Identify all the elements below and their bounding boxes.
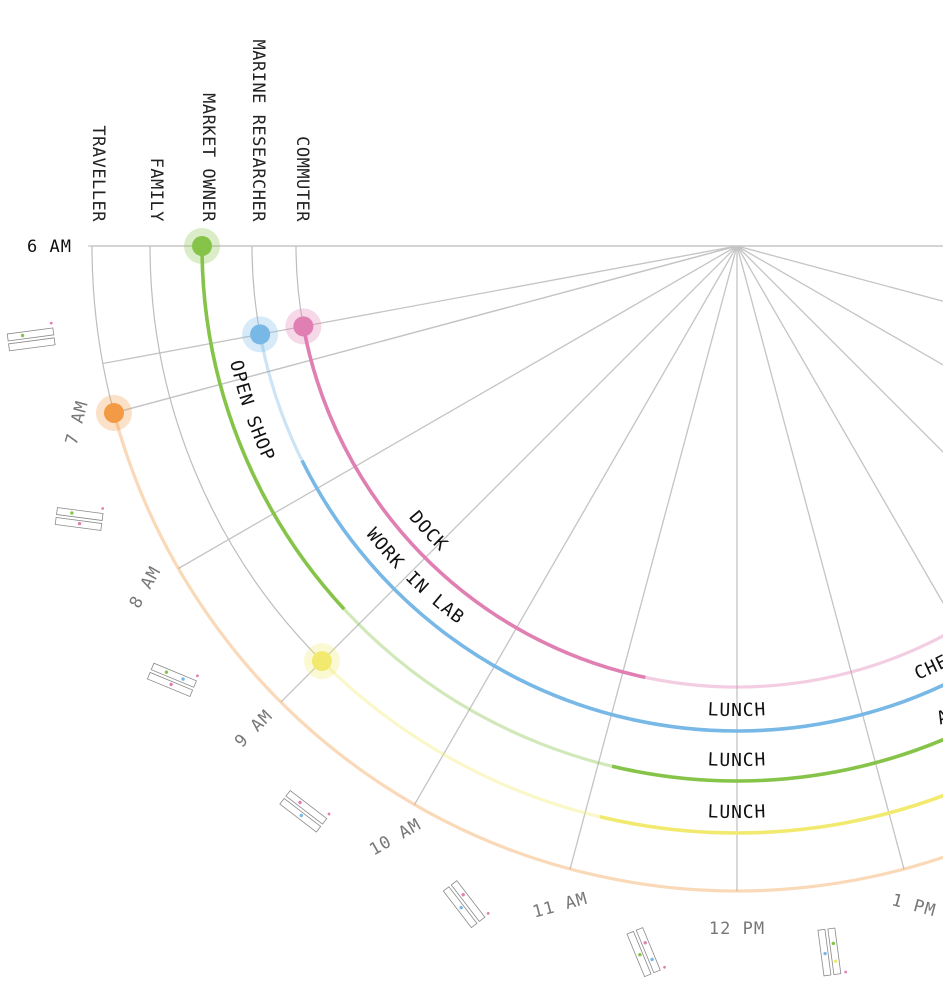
glyph-dot — [77, 521, 82, 526]
glyph — [817, 927, 848, 977]
half-hour-glyphs — [6, 321, 848, 978]
start-marker-market_owner[interactable] — [192, 236, 212, 256]
role-label: COMMUTER — [292, 136, 312, 222]
glyph-dot — [181, 677, 185, 681]
glyph — [146, 662, 199, 698]
glyph — [442, 880, 490, 929]
activity-label: LUNCH — [707, 749, 767, 771]
hour-label: 9 AM — [231, 706, 277, 752]
activity-label: LUNCH — [707, 801, 767, 823]
start-marker-family[interactable] — [311, 651, 332, 672]
role-start-markers — [95, 228, 340, 680]
glyph — [54, 507, 105, 531]
glyph-dot — [169, 682, 173, 687]
glyph — [626, 927, 666, 978]
role-label: TRAVELLER — [88, 125, 108, 222]
activity-label: WORK IN LAB — [362, 524, 469, 629]
role-start-spoke — [102, 245, 738, 365]
hour-spoke — [280, 245, 738, 703]
hour-spoke — [736, 245, 943, 605]
hour-spoke — [569, 245, 738, 870]
role-label: MARINE RESEARCHER — [248, 40, 268, 223]
hour-spoke — [736, 245, 943, 453]
glyph-dot — [298, 800, 302, 805]
hour-spoke — [736, 245, 943, 302]
activity-arc — [301, 326, 646, 680]
glyph-dot — [831, 941, 836, 946]
role-start-spoke — [113, 245, 738, 414]
glyph-dot — [663, 965, 666, 969]
glyph-dot — [101, 507, 105, 510]
hour-spokes — [88, 245, 943, 891]
hour-labels: 6 AM 7 AM 8 AM 9 AM 10 AM 11 AM 12 PM 1 PM — [27, 237, 938, 939]
activity-arc — [599, 815, 875, 835]
glyph — [279, 789, 331, 833]
glyph-dot — [844, 970, 848, 974]
activity-arc — [200, 245, 346, 611]
guide-arc-traveller — [91, 245, 115, 414]
hour-spoke — [178, 245, 738, 570]
glyph-dot — [461, 893, 465, 897]
hour-label: 11 AM — [530, 889, 589, 923]
faint-timeline-arcs — [112, 245, 943, 893]
glyph-dot — [486, 911, 490, 915]
role-label: FAMILY — [146, 158, 166, 222]
glyph-dot — [70, 511, 74, 515]
glyph-dot — [196, 674, 199, 678]
guide-arc-family — [149, 245, 323, 662]
activity-arc — [300, 459, 631, 721]
glyph — [6, 321, 56, 352]
start-marker-marine_researcher[interactable] — [250, 324, 271, 345]
activity-arc — [611, 764, 863, 783]
role-label: MARKET OWNER — [198, 93, 218, 222]
activity-arc — [629, 715, 851, 733]
hour-label: 6 AM — [27, 237, 72, 257]
glyph-dot — [833, 959, 838, 963]
hour-label: 12 PM — [709, 919, 765, 939]
activity-label: ATTEN — [934, 685, 943, 730]
activity-arcs — [200, 245, 943, 835]
role-labels: TRAVELLER FAMILY MARKET OWNER MARINE RESEAR… — [88, 40, 312, 223]
activity-arc — [861, 737, 943, 768]
glyph-dot — [327, 812, 331, 816]
activity-arc — [873, 793, 943, 819]
hour-spoke — [736, 245, 943, 366]
activity-label: CHEC — [911, 645, 943, 684]
timeline-arc-family — [320, 659, 943, 835]
hour-label: 8 AM — [126, 563, 166, 612]
glyph-dot — [299, 813, 304, 818]
activity-arc — [849, 683, 943, 720]
glyph-dot — [49, 321, 53, 325]
glyph-dot — [459, 905, 463, 910]
activity-label: DOCK — [405, 507, 452, 556]
glyph-dot — [20, 333, 25, 338]
hour-spoke — [413, 245, 738, 805]
hour-spoke — [736, 245, 905, 870]
timeline-arc-marine_researcher — [258, 334, 943, 733]
glyph-dot — [643, 941, 647, 945]
start-marker-commuter[interactable] — [293, 316, 314, 337]
hour-label: 7 AM — [62, 399, 93, 448]
activity-label: LUNCH — [707, 699, 767, 721]
glyph-dot — [164, 670, 169, 674]
glyph-dot — [823, 951, 827, 956]
timeline-arc-traveller — [112, 412, 943, 893]
hour-label: 10 AM — [366, 815, 425, 860]
glyph-dot — [650, 957, 654, 962]
glyph-dot — [638, 953, 642, 957]
start-marker-traveller[interactable] — [103, 402, 124, 423]
hour-label: 1 PM — [890, 890, 939, 921]
